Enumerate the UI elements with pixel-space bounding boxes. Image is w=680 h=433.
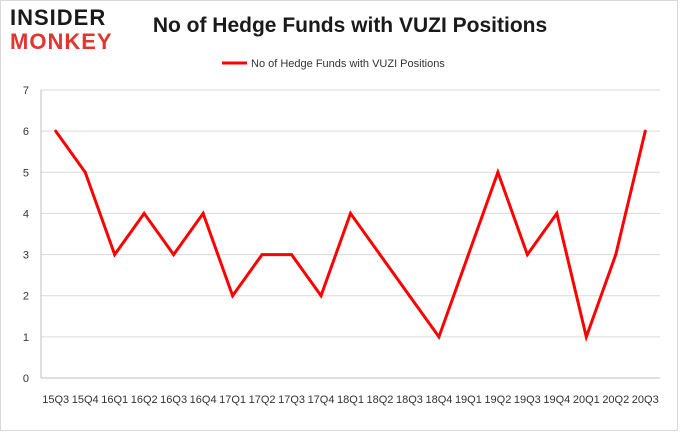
x-tick-label: 19Q4 (543, 394, 570, 406)
y-tick-label: 0 (23, 373, 29, 385)
x-tick-label: 20Q1 (573, 394, 600, 406)
data-point (584, 335, 588, 339)
chart-title: No of Hedge Funds with VUZI Positions (152, 14, 548, 37)
data-point (142, 211, 146, 215)
data-point (349, 211, 352, 215)
data-point (437, 335, 441, 339)
data-point (555, 211, 559, 215)
data-point (466, 253, 470, 257)
x-tick-label: 16Q3 (160, 394, 187, 406)
data-point (54, 129, 58, 133)
x-tick-label: 18Q1 (337, 394, 364, 406)
x-tick-label: 17Q4 (308, 394, 335, 406)
x-tick-label: 16Q2 (131, 394, 158, 406)
y-tick-label: 7 (23, 85, 29, 97)
x-tick-label: 17Q1 (219, 394, 246, 406)
data-point (614, 253, 618, 257)
y-tick-label: 4 (23, 208, 29, 220)
legend-label: No of Hedge Funds with VUZI Positions (251, 58, 445, 70)
data-point (378, 253, 382, 257)
data-point (525, 253, 529, 257)
series-layer (54, 129, 647, 343)
y-tick-label: 3 (23, 250, 29, 262)
data-point (407, 294, 411, 298)
x-tick-label: 20Q2 (602, 394, 629, 406)
data-point (290, 253, 294, 257)
data-point (172, 253, 176, 257)
x-tick-label: 17Q2 (249, 394, 276, 406)
x-tick-label: 15Q4 (72, 394, 99, 406)
logo-line-2: MONKEY (10, 29, 113, 54)
y-tick-labels: 0 1 2 3 4 5 6 7 (23, 85, 29, 385)
data-point (260, 253, 264, 257)
x-tick-label: 18Q2 (367, 394, 394, 406)
insider-monkey-logo: INSIDER MONKEY (10, 6, 128, 58)
x-tick-label: 18Q4 (425, 394, 452, 406)
x-tick-label: 19Q2 (484, 394, 511, 406)
y-tick-label: 5 (23, 167, 29, 179)
data-point (83, 170, 87, 174)
x-tick-label: 16Q1 (101, 394, 128, 406)
data-point (496, 170, 500, 174)
data-point (231, 294, 235, 298)
x-tick-labels: 15Q3 15Q4 16Q1 16Q2 16Q3 16Q4 17Q1 17Q2 17Q3 17Q4… (42, 394, 658, 406)
x-tick-label: 19Q1 (455, 394, 482, 406)
x-tick-label: 15Q3 (42, 394, 69, 406)
data-point (201, 211, 205, 215)
x-tick-label: 19Q3 (514, 394, 541, 406)
y-tick-label: 2 (23, 291, 29, 303)
x-tick-label: 17Q3 (278, 394, 305, 406)
series-line (54, 130, 647, 343)
y-tick-label: 6 (23, 126, 29, 138)
data-point (319, 294, 323, 298)
x-tick-label: 20Q3 (632, 394, 659, 406)
y-tick-label: 1 (23, 332, 29, 344)
data-point (643, 129, 647, 133)
legend: No of Hedge Funds with VUZI Positions (222, 58, 445, 70)
axes (40, 90, 660, 379)
data-point (113, 253, 117, 257)
x-tick-label: 18Q3 (396, 394, 423, 406)
logo-line-1: INSIDER (10, 5, 107, 30)
x-tick-label: 16Q4 (190, 394, 217, 406)
